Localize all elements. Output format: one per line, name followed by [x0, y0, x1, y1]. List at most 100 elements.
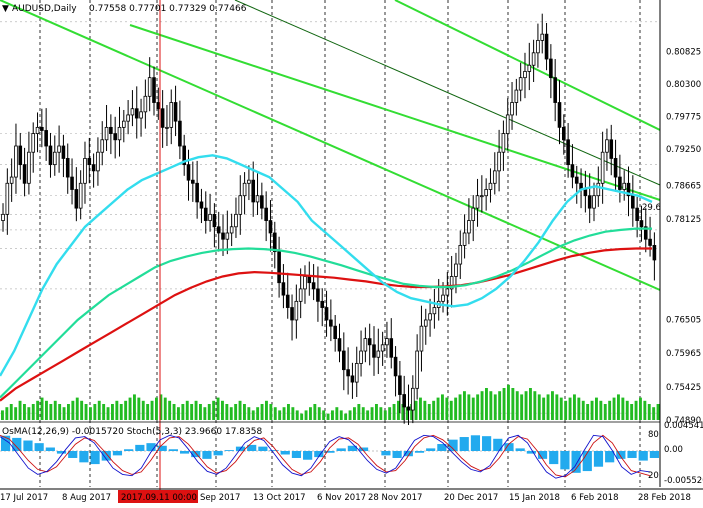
date-label: 13 Oct 2017: [253, 493, 306, 503]
candle-body: [199, 201, 204, 209]
candle-body: [234, 213, 238, 228]
candle-body: [44, 130, 48, 147]
volume-bar: [419, 397, 422, 420]
candle-body: [471, 207, 476, 221]
osma-bar: [470, 435, 481, 451]
volume-bar: [287, 404, 290, 420]
volume-bar: [141, 400, 145, 420]
volume-bar: [133, 394, 136, 420]
candle-body: [143, 95, 148, 113]
volume-bar: [353, 407, 356, 420]
candle-body: [359, 350, 363, 364]
volume-bar: [414, 400, 418, 420]
volume-bar: [489, 391, 493, 420]
volume-bar: [348, 410, 352, 420]
price-tick-label: 0.76505: [666, 316, 701, 326]
volume-bar: [243, 404, 246, 420]
volume-bar: [361, 407, 365, 420]
volume-bar: [265, 400, 268, 420]
volume-bar: [1, 410, 4, 420]
osma-bar: [582, 451, 592, 472]
volume-bar: [432, 400, 436, 420]
candle-body: [298, 288, 303, 302]
volume-bar: [234, 404, 238, 420]
volume-bar: [313, 404, 317, 420]
volume-bar: [559, 397, 563, 420]
chart-ohlc: 0.77558 0.77701 0.77329 0.77466: [89, 4, 247, 14]
volume-bar: [485, 388, 488, 420]
volume-bar: [304, 410, 308, 420]
candle-body: [380, 344, 385, 352]
candle-body: [212, 213, 217, 228]
volume-bar: [119, 404, 123, 420]
volume-bar: [529, 388, 532, 420]
volume-bar: [617, 394, 620, 420]
osma-bar: [79, 451, 89, 463]
candle-body: [169, 102, 174, 128]
candle-body: [195, 182, 199, 203]
volume-bar: [507, 384, 510, 420]
indicator-panel: [0, 421, 660, 479]
candle-body: [40, 126, 44, 131]
osma-bar: [23, 440, 33, 451]
osma-bar: [515, 448, 525, 451]
volume-bar: [190, 404, 194, 420]
date-label: Sep 2017: [200, 493, 240, 503]
candle-body: [354, 363, 359, 383]
volume-bars: [1, 384, 660, 420]
osma-tick-label: -0.005520: [664, 476, 703, 486]
osma-bar: [269, 450, 279, 451]
volume-bar: [309, 407, 312, 420]
candle-body: [221, 232, 225, 240]
candle-body: [367, 338, 372, 346]
candle-body: [462, 232, 467, 246]
candle-body: [389, 338, 394, 358]
volume-bar: [278, 410, 282, 420]
candle-body: [350, 375, 355, 383]
volume-bar: [515, 391, 519, 420]
price-tick-label: 0.79250: [666, 145, 701, 155]
candle-body: [324, 307, 329, 321]
candle-body: [57, 145, 61, 153]
candle-body: [398, 375, 402, 395]
osma-bar: [537, 451, 548, 459]
candle-body: [566, 139, 570, 166]
candle-body: [492, 170, 497, 184]
volume-bar: [643, 400, 647, 420]
candle-body: [622, 182, 626, 190]
osma-bar: [101, 451, 111, 461]
volume-bar: [300, 413, 304, 420]
candle-body: [147, 77, 152, 97]
candle-body: [432, 307, 437, 315]
candle-body: [652, 245, 657, 261]
volume-bar: [194, 400, 198, 420]
candle-body: [445, 288, 450, 296]
candle-body: [406, 406, 411, 411]
osma-bar: [68, 451, 78, 458]
volume-bar: [397, 400, 400, 420]
volume-bar: [256, 407, 260, 420]
candle-body: [544, 33, 549, 60]
volume-bar: [366, 410, 370, 420]
osma-bar: [191, 451, 201, 458]
ma-value-label: 29.6: [642, 203, 661, 213]
ma-fast-line: [0, 154, 653, 377]
candle-body: [61, 145, 66, 159]
osma-bar: [649, 451, 659, 458]
osma-bar: [112, 451, 123, 456]
candle-body: [260, 195, 264, 209]
candle-body: [35, 126, 40, 134]
date-label: 28 Nov 2017: [368, 493, 422, 503]
candle-body: [449, 276, 454, 290]
candle-body: [186, 164, 191, 181]
volume-bar: [652, 407, 656, 420]
candle-body: [523, 71, 527, 79]
volume-bar: [630, 404, 634, 420]
volume-bar: [383, 410, 387, 420]
volume-bar: [467, 394, 471, 420]
osma-bar: [314, 451, 324, 458]
candle-body: [592, 195, 596, 209]
stoch-tick-label: 80: [648, 430, 659, 440]
price-tick-label: 0.74890: [666, 416, 701, 426]
candle-body: [613, 158, 618, 178]
